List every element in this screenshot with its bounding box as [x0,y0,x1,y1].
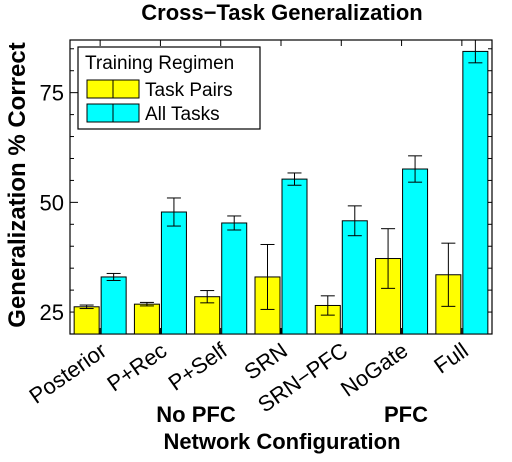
legend-swatch-all-tasks [86,103,114,123]
chart-title: Cross−Task Generalization [141,0,422,25]
y-tick-label: 25 [40,300,64,325]
legend: Training Regimen Task Pairs All Tasks [77,46,261,130]
plot-area: 25 50 75 [40,39,493,335]
bar-all-tasks [341,220,368,335]
y-tick-label: 50 [40,190,64,215]
legend-swatch-task-pairs [112,79,140,99]
bar-all-tasks [281,178,308,335]
x-tick-label: NoGate [336,338,412,402]
bar-all-tasks [100,276,127,335]
group-label-pfc: PFC [384,402,428,427]
legend-swatch-all-tasks [112,103,140,123]
x-tick-label: P+Self [164,337,233,396]
legend-label-all-tasks: All Tasks [145,104,220,125]
legend-swatch-task-pairs [86,79,114,99]
x-tick-label: Posterior [25,338,111,409]
x-axis-label: Network Configuration [163,429,400,454]
bar-task-pairs [73,306,100,335]
bar-all-tasks [462,50,489,335]
bar-all-tasks [221,222,248,335]
x-tick-label: P+Rec [102,338,171,397]
bar-task-pairs [133,303,160,335]
group-label-no-pfc: No PFC [156,402,236,427]
legend-label-task-pairs: Task Pairs [145,80,233,101]
legend-title: Training Regimen [85,53,234,74]
y-tick-label: 75 [40,81,64,106]
bar-all-tasks [160,211,187,335]
y-axis-label: Generalization % Correct [4,42,31,327]
bar-all-tasks [402,168,429,335]
x-tick-label: Full [429,338,472,379]
